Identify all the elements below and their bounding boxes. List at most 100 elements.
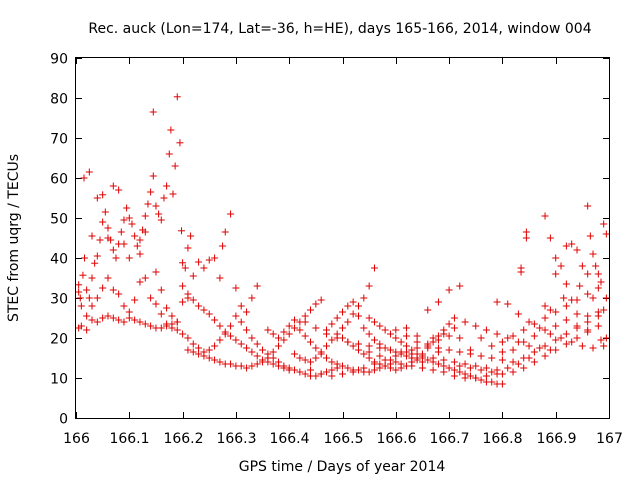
data-point [602,230,610,238]
data-point [381,356,389,364]
data-point [200,352,208,360]
data-point [219,242,227,250]
data-point [136,250,144,258]
data-point [149,108,157,116]
data-point [600,342,608,350]
data-point [125,314,133,322]
x-tick-label: 166.7 [429,431,469,447]
x-tick-label: 166.2 [163,431,203,447]
data-point [216,336,224,344]
data-point [354,340,362,348]
data-point [99,314,107,322]
data-point [125,308,133,316]
data-point [597,278,605,286]
data-point [312,372,320,380]
y-axis-label: STEC from uqrg / TECUs [6,154,22,322]
data-point [386,346,394,354]
data-point [392,358,400,366]
data-point [573,310,581,318]
data-point [187,232,195,240]
data-point [349,342,357,350]
data-point [402,332,410,340]
data-point [552,322,560,330]
data-point [568,240,576,248]
data-point [536,344,544,352]
data-point [360,364,368,372]
data-point [445,364,453,372]
y-tick-label: 60 [50,172,68,188]
data-point [253,360,261,368]
data-point [123,204,131,212]
data-point [184,346,192,354]
data-point [115,290,123,298]
data-point [450,366,458,374]
data-point [77,302,85,310]
data-point [600,220,608,228]
data-point [600,306,608,314]
data-point [264,354,272,362]
data-point [530,320,538,328]
data-point [75,288,83,296]
data-point [120,302,128,310]
data-point [243,344,251,352]
x-tick-label: 167 [596,431,623,447]
data-point [424,306,432,314]
data-point [179,330,187,338]
data-point [413,332,421,340]
data-point [339,308,346,316]
data-point [136,318,144,326]
data-point [248,362,256,370]
data-point [509,346,517,354]
data-point [141,320,149,328]
data-point [418,352,426,360]
y-tick-label: 20 [50,332,68,348]
data-point [445,332,453,340]
data-point [301,356,309,364]
data-point [522,228,530,236]
data-point [520,364,528,372]
x-tick-label: 166.3 [216,431,256,447]
data-point [429,366,437,374]
x-tick-label: 166.5 [323,431,363,447]
x-axis-label: GPS time / Days of year 2014 [239,459,446,475]
data-point [360,324,368,332]
data-point [85,168,93,176]
data-point [173,326,181,334]
data-point [466,372,474,380]
data-point [291,316,299,324]
data-point [200,306,208,314]
data-point [189,272,197,280]
data-point [280,364,288,372]
data-point [211,356,219,364]
data-point [211,316,219,324]
data-point [488,354,496,362]
data-point [376,352,384,360]
data-point [445,320,453,328]
data-point [115,186,123,194]
data-point [296,354,304,362]
data-point [125,214,133,222]
data-point [349,298,357,306]
data-point [312,324,320,332]
data-point [536,324,544,332]
data-point [461,360,469,368]
data-point [552,270,560,278]
data-point [149,172,157,180]
data-point [181,264,189,272]
data-point [296,368,304,376]
data-point [541,342,549,350]
data-point [237,318,245,326]
data-point [259,358,267,366]
data-point [237,340,245,348]
data-point [573,334,581,342]
data-point [91,259,99,267]
data-point [312,300,320,308]
data-point [592,262,600,270]
data-point [530,332,538,340]
data-point [285,322,293,330]
data-point [120,318,128,326]
data-point [365,282,373,290]
data-point [370,366,378,374]
data-point [163,182,171,190]
x-tick-label: 166.4 [269,431,309,447]
